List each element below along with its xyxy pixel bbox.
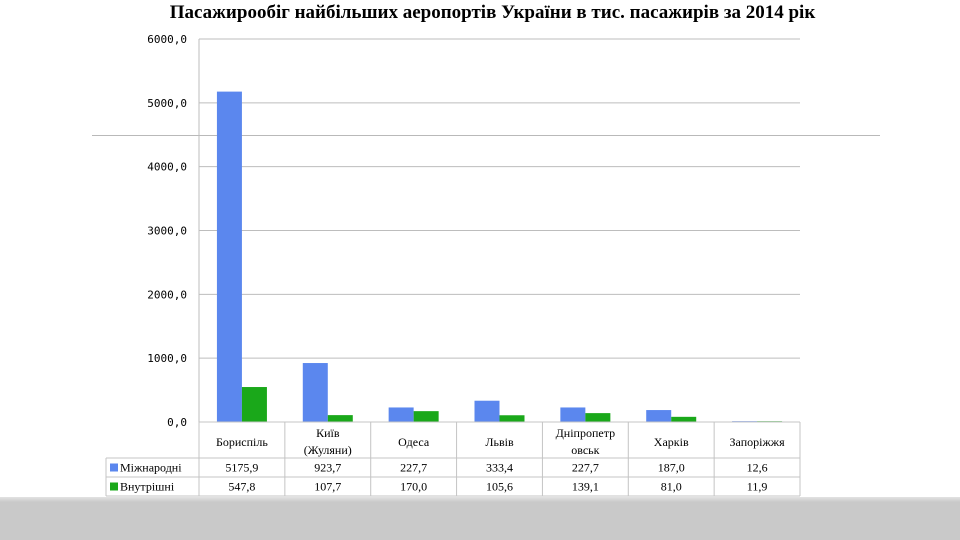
legend-swatch bbox=[110, 463, 118, 472]
legend-label: Міжнародні bbox=[120, 461, 182, 475]
bar-domestic bbox=[671, 416, 697, 422]
category-label: Львів bbox=[485, 435, 514, 449]
data-label: 333,4 bbox=[486, 461, 513, 475]
y-tick-label: 4000,0 bbox=[147, 161, 187, 174]
data-label: 5175,9 bbox=[225, 461, 258, 475]
category-label: Дніпропетр bbox=[556, 426, 616, 440]
legend-swatch bbox=[110, 482, 118, 491]
bar-international bbox=[302, 363, 328, 422]
data-label: 107,7 bbox=[314, 480, 341, 494]
data-label: 139,1 bbox=[572, 480, 599, 494]
chart-title: Пасажирообіг найбільших аеропортів Украї… bbox=[169, 2, 816, 23]
y-tick-label: 5000,0 bbox=[147, 97, 187, 110]
data-label: 105,6 bbox=[486, 480, 513, 494]
bar-international bbox=[216, 91, 242, 423]
category-label: Київ bbox=[316, 426, 340, 440]
bar-chart: 0,0 1000,0 2000,0 3000,0 4000,0 5000,0 6000,0 Б… bbox=[105, 33, 801, 497]
data-label: 547,8 bbox=[228, 480, 255, 494]
bar-domestic bbox=[327, 415, 353, 422]
bar-domestic bbox=[499, 415, 525, 422]
data-label: 12,6 bbox=[747, 461, 768, 475]
data-label: 227,7 bbox=[572, 461, 599, 475]
data-label: 11,9 bbox=[747, 480, 768, 494]
bar-domestic bbox=[413, 411, 439, 422]
data-label: 187,0 bbox=[658, 461, 685, 475]
y-tick-label: 1000,0 bbox=[147, 352, 187, 365]
data-label: 81,0 bbox=[661, 480, 682, 494]
category-label: Одеса bbox=[398, 435, 430, 449]
category-label: (Жуляни) bbox=[304, 443, 352, 457]
y-tick-label: 6000,0 bbox=[147, 33, 187, 46]
category-label: Харків bbox=[654, 435, 689, 449]
y-tick-label: 2000,0 bbox=[147, 288, 187, 301]
category-label: Запоріжжя bbox=[730, 435, 786, 449]
bar-domestic bbox=[585, 413, 611, 422]
data-label: 170,0 bbox=[400, 480, 427, 494]
y-tick-label: 0,0 bbox=[167, 416, 187, 429]
bar-international bbox=[474, 400, 500, 422]
bar-international bbox=[560, 407, 586, 422]
bar-domestic bbox=[241, 387, 267, 422]
legend-label: Внутрішні bbox=[120, 480, 175, 494]
bar-international bbox=[646, 410, 672, 422]
category-label: овськ bbox=[571, 443, 599, 457]
divider-line bbox=[92, 135, 880, 136]
data-label: 923,7 bbox=[314, 461, 341, 475]
footer-bar bbox=[0, 497, 960, 540]
y-tick-label: 3000,0 bbox=[147, 225, 187, 238]
data-label: 227,7 bbox=[400, 461, 427, 475]
category-label: Бориспіль bbox=[216, 435, 268, 449]
bar-international bbox=[388, 407, 414, 422]
